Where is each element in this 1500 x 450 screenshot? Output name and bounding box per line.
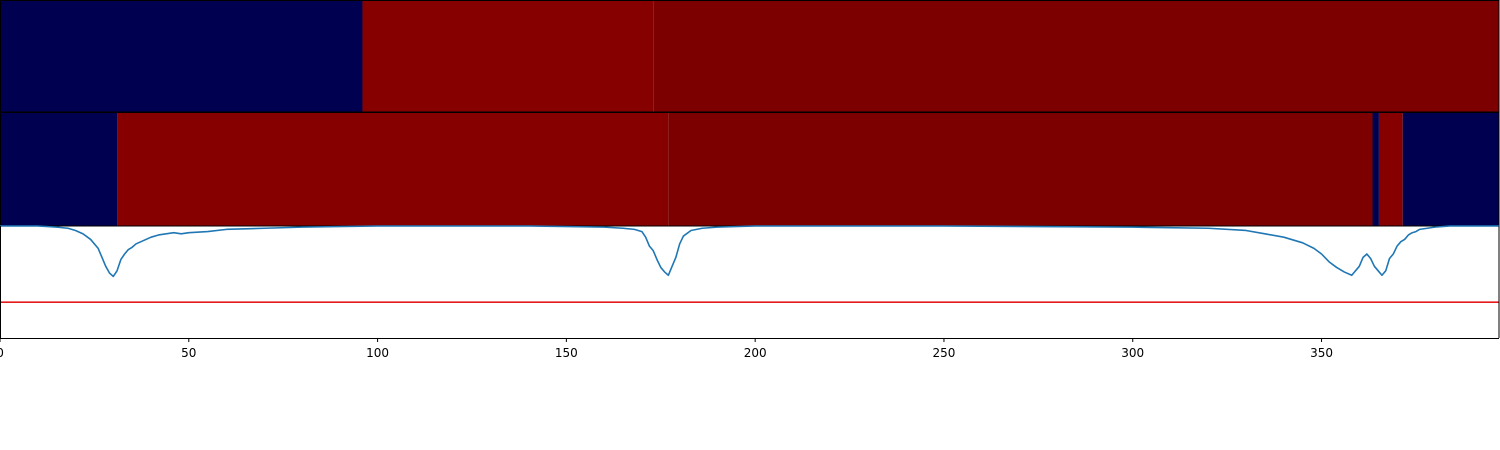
- x-tick-label: 300: [1121, 346, 1144, 360]
- x-tick-label: 100: [366, 346, 389, 360]
- heatmap-segment: [653, 1, 1499, 112]
- line-series-layer: [0, 225, 1499, 303]
- x-tick-label: 150: [555, 346, 578, 360]
- heatmap-segment: [117, 113, 669, 226]
- top-heatmap-band: [0, 0, 1500, 113]
- axes-frame: [0, 226, 1500, 339]
- heatmap-segment: [1372, 113, 1379, 226]
- x-tick-label: 0: [0, 346, 4, 360]
- heatmap-segment: [668, 113, 1373, 226]
- x-tick-label: 250: [933, 346, 956, 360]
- bottom-line-plot: 0 50 100 150 200 250 300 350: [0, 225, 1500, 360]
- middle-heatmap-band: [0, 112, 1500, 227]
- x-axis-ticks: 0 50 100 150 200 250 300 350: [0, 338, 1333, 360]
- x-tick-label: 200: [744, 346, 767, 360]
- signal-line: [0, 225, 1499, 278]
- x-tick-label: 50: [181, 346, 196, 360]
- heatmap-segment: [362, 1, 654, 112]
- heatmap-segment: [1402, 113, 1499, 226]
- heatmap-segment: [1378, 113, 1403, 226]
- heatmap-segment: [0, 1, 363, 112]
- x-tick-label: 350: [1310, 346, 1333, 360]
- heatmap-segment: [0, 113, 118, 226]
